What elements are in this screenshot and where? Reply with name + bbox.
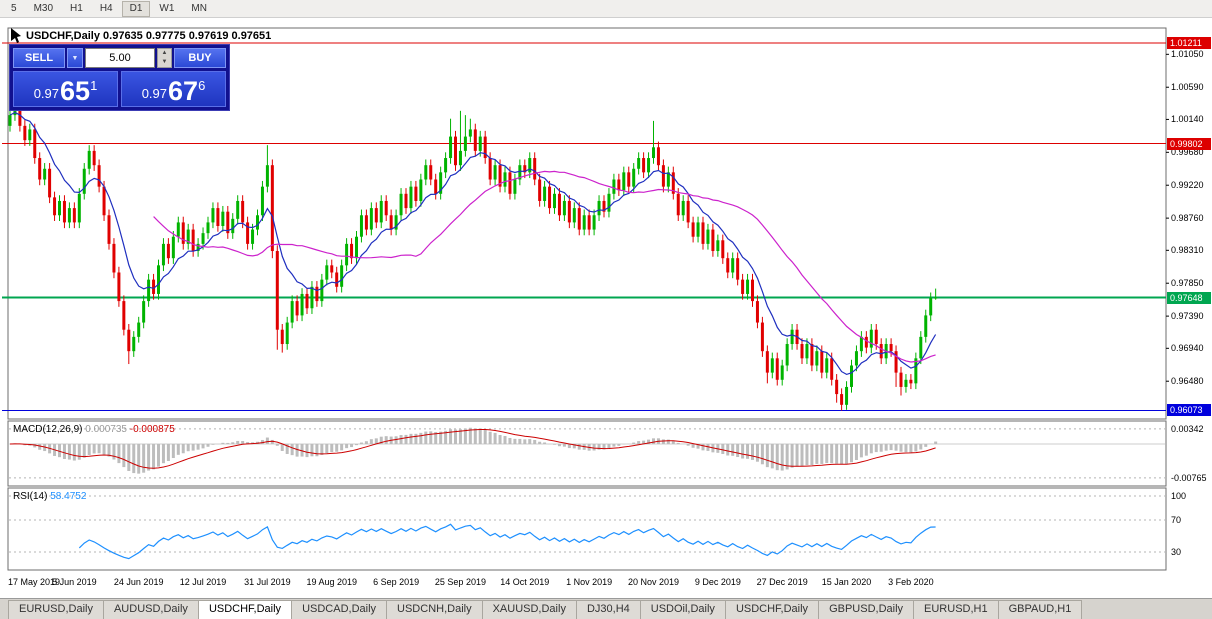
price-tick: 0.97850 xyxy=(1171,278,1204,289)
timeframe-button-h1[interactable]: H1 xyxy=(70,2,83,14)
price-axis[interactable]: 1.01050 1.00590 1.00140 0.99680 0.99220 0.987… xyxy=(1167,0,1212,598)
macd-signal-line xyxy=(9,429,936,469)
price-tick: 0.98310 xyxy=(1171,245,1204,256)
macd-title: MACD(12,26,9) 0.000735 -0.000875 xyxy=(13,424,175,435)
price-tick: 1.00140 xyxy=(1171,114,1204,125)
date-tick: 12 Jul 2019 xyxy=(179,577,227,587)
chart-tab-audusd-daily[interactable]: AUDUSD,Daily xyxy=(102,600,199,619)
buy-price-display[interactable]: 0.97 67 6 xyxy=(121,71,226,107)
chart-tab-gbpusd-daily[interactable]: GBPUSD,Daily xyxy=(818,600,915,619)
date-tick: 9 Dec 2019 xyxy=(694,577,741,587)
chart-tab-gbpaud-h1[interactable]: GBPAUD,H1 xyxy=(997,600,1083,619)
chart-title: USDCHF,Daily 0.97635 0.97775 0.97619 0.9… xyxy=(26,30,271,42)
buy-price-pip: 6 xyxy=(198,78,206,93)
sell-price-big: 65 xyxy=(60,76,91,106)
ma-10-line xyxy=(9,111,937,376)
buy-price-prefix: 0.97 xyxy=(141,86,168,101)
timeframe-toolbar: 5 M30 H1 H4 D1 W1 MN xyxy=(0,0,1212,18)
price-tick: 0.96940 xyxy=(1171,343,1204,354)
date-tick: 1 Nov 2019 xyxy=(566,577,613,587)
date-tick: 15 Jan 2020 xyxy=(821,577,872,587)
timeframe-button-mn[interactable]: MN xyxy=(191,2,207,14)
price-tick: 0.96480 xyxy=(1171,376,1204,387)
price-tick: 0.99680 xyxy=(1171,147,1204,158)
date-tick: 5 Jun 2019 xyxy=(52,577,97,587)
date-tick: 24 Jun 2019 xyxy=(113,577,164,587)
sell-price-pip: 1 xyxy=(90,78,98,93)
date-tick: 20 Nov 2019 xyxy=(627,577,680,587)
price-tick: 0.98760 xyxy=(1171,213,1204,224)
date-tick: 27 Dec 2019 xyxy=(756,577,808,587)
macd-label: MACD(12,26,9) xyxy=(13,424,83,435)
volume-spinner[interactable]: ▲ ▼ xyxy=(157,48,172,68)
date-tick: 6 Sep 2019 xyxy=(373,577,420,587)
candlesticks xyxy=(8,95,938,411)
macd-main-value: 0.000735 xyxy=(85,424,127,435)
volume-dropdown-icon[interactable]: ▼ xyxy=(67,48,83,68)
date-tick: 17 May 2019 xyxy=(7,577,61,587)
price-tick: 0.99220 xyxy=(1171,180,1204,191)
timeframe-button-m30[interactable]: M30 xyxy=(33,2,54,14)
macd-axis-label: 0.00342 xyxy=(1171,423,1204,434)
macd-axis-label: -0.00765 xyxy=(1171,472,1207,483)
date-tick: 3 Feb 2020 xyxy=(888,577,934,587)
chart-tab-xauusd-daily[interactable]: XAUUSD,Daily xyxy=(481,600,577,619)
chart-tab-eurusd-h1[interactable]: EURUSD,H1 xyxy=(913,600,999,619)
volume-input[interactable]: 5.00 xyxy=(85,48,155,68)
price-line-label: 0.99802 xyxy=(1167,137,1211,150)
rsi-line xyxy=(78,523,936,560)
spin-up-icon[interactable]: ▲ xyxy=(158,49,171,58)
chart-tab-dj30-h4[interactable]: DJ30,H4 xyxy=(575,600,641,619)
one-click-trading-panel: SELL ▼ 5.00 ▲ ▼ BUY 0.97 65 1 0.97 67 6 xyxy=(10,45,229,110)
price-line-label: 1.01211 xyxy=(1167,36,1211,49)
open-value: 0.97635 xyxy=(103,30,143,42)
time-axis[interactable]: 17 May 2019 5 Jun 2019 24 Jun 2019 12 Jul 2… xyxy=(0,577,1166,592)
rsi-value: 58.4752 xyxy=(50,491,87,502)
close-value: 0.97651 xyxy=(231,30,272,42)
chart-tab-eurusd-daily[interactable]: EURUSD,Daily xyxy=(8,600,104,619)
price-tick: 1.01050 xyxy=(1171,49,1204,60)
date-tick: 14 Oct 2019 xyxy=(500,577,550,587)
sell-button[interactable]: SELL xyxy=(13,48,65,68)
buy-price-big: 67 xyxy=(168,76,199,106)
price-tick: 0.97390 xyxy=(1171,311,1204,322)
ma-30-line xyxy=(153,170,936,363)
rsi-panel[interactable] xyxy=(7,487,1167,571)
price-line-label: 0.96073 xyxy=(1167,404,1211,417)
rsi-axis-label: 100 xyxy=(1171,491,1187,501)
macd-histogram xyxy=(13,427,938,474)
low-value: 0.97619 xyxy=(188,30,229,42)
chart-tab-usdchf-daily[interactable]: USDCHF,Daily xyxy=(197,600,293,619)
rsi-axis-label: 30 xyxy=(1171,547,1182,557)
timeframe-button-5[interactable]: 5 xyxy=(11,2,17,14)
macd-signal-value: -0.000875 xyxy=(129,424,175,435)
timeframe-button-w1[interactable]: W1 xyxy=(159,2,175,14)
date-tick: 31 Jul 2019 xyxy=(244,577,291,587)
chart-tab-usdcad-daily[interactable]: USDCAD,Daily xyxy=(291,600,388,619)
chart-tab-usdoil-daily[interactable]: USDOil,Daily xyxy=(639,600,726,619)
spin-down-icon[interactable]: ▼ xyxy=(158,58,171,67)
buy-button[interactable]: BUY xyxy=(174,48,226,68)
date-tick: 19 Aug 2019 xyxy=(306,577,358,587)
macd-panel[interactable] xyxy=(7,420,1167,487)
chart-tabs-bar: EURUSD,Daily AUDUSD,Daily USDCHF,Daily USDC… xyxy=(0,598,1212,619)
sell-price-prefix: 0.97 xyxy=(33,86,60,101)
timeframe-button-d1[interactable]: D1 xyxy=(121,0,151,17)
timeframe-button-h4[interactable]: H4 xyxy=(99,2,113,14)
cursor-icon xyxy=(11,28,23,49)
price-line-label: 0.97648 xyxy=(1167,291,1211,304)
high-value: 0.97775 xyxy=(145,30,186,42)
symbol-period-label: USDCHF,Daily xyxy=(26,30,100,42)
rsi-label: RSI(14) xyxy=(13,491,48,502)
price-tick: 1.00590 xyxy=(1171,82,1204,93)
rsi-axis-label: 70 xyxy=(1171,515,1182,525)
date-tick: 25 Sep 2019 xyxy=(434,577,486,587)
chart-tab-usdcnh-daily[interactable]: USDCNH,Daily xyxy=(386,600,483,619)
rsi-title: RSI(14) 58.4752 xyxy=(13,491,86,502)
chart-tab-usdchf-daily[interactable]: USDCHF,Daily xyxy=(724,600,820,619)
sell-price-display[interactable]: 0.97 65 1 xyxy=(13,71,118,107)
